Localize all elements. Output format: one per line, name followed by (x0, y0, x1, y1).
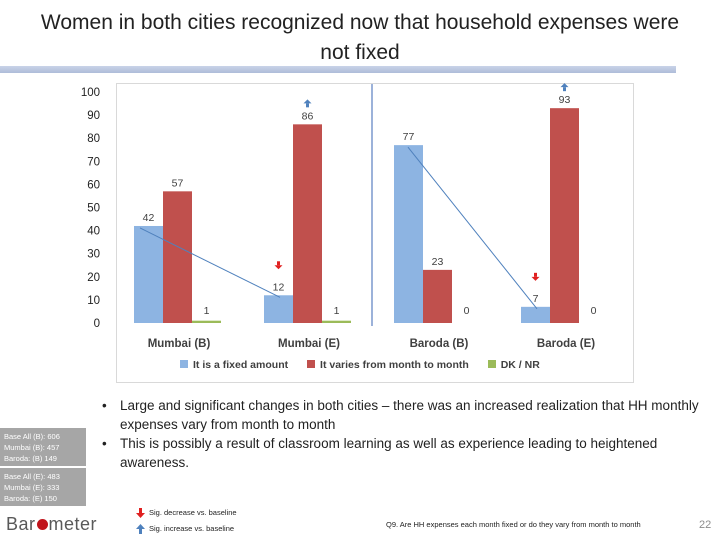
y-tick-label: 90 (87, 110, 100, 122)
sig-increase-note: Sig. increase vs. baseline (136, 524, 235, 535)
y-tick-label: 40 (87, 226, 100, 238)
y-tick-label: 0 (94, 318, 100, 330)
base-line: Mumbai (E): 333 (4, 483, 60, 492)
sig-increase-arrow-icon (560, 83, 569, 92)
arrow-shaft (534, 272, 537, 277)
y-tick-label: 10 (87, 295, 100, 307)
legend-item-fixed: It is a fixed amount (180, 359, 288, 371)
base-baseline-box: Base All (B): 606 Mumbai (B): 457 Baroda… (0, 428, 86, 466)
bar (423, 269, 452, 323)
bar (264, 295, 293, 323)
x-category-label: Mumbai (B) (148, 338, 211, 350)
bar (521, 306, 550, 323)
base-endline-box: Base All (E): 483 Mumbai (E): 333 Baroda… (0, 468, 86, 506)
chart-frame (116, 83, 634, 383)
legend-item-dknr: DK / NR (487, 359, 540, 371)
question-footnote: Q9. Are HH expenses each month fixed or … (386, 520, 641, 529)
data-label: 93 (559, 94, 571, 106)
y-tick-label: 80 (87, 133, 100, 145)
bullet-item: • This is possibly a result of classroom … (102, 434, 712, 472)
data-label: 1 (204, 305, 210, 317)
bar (293, 124, 322, 323)
legend-label-dknr: DK / NR (500, 359, 540, 371)
y-tick-label: 20 (87, 272, 100, 284)
sig-decrease-arrow-icon (274, 261, 283, 270)
data-label: 1 (334, 305, 340, 317)
y-tick-label: 50 (87, 203, 100, 215)
x-category-label: Mumbai (E) (278, 338, 340, 350)
data-label: 12 (273, 281, 285, 293)
legend-label-fixed: It is a fixed amount (193, 359, 289, 371)
bullet-text: Large and significant changes in both ci… (120, 398, 699, 432)
x-category-label: Baroda (E) (537, 338, 595, 350)
legend-swatch-fixed (180, 360, 188, 368)
x-category-label: Baroda (B) (410, 338, 469, 350)
y-tick-label: 100 (81, 87, 100, 99)
data-label: 57 (172, 177, 184, 189)
arrow-shaft (306, 103, 309, 108)
base-line: Base All (B): 606 (4, 432, 60, 441)
bullet-text: This is possibly a result of classroom l… (120, 436, 658, 470)
base-line: Mumbai (B): 457 (4, 443, 60, 452)
bullet-dot: • (102, 398, 107, 413)
data-label: 23 (432, 256, 444, 268)
sig-increase-text: Sig. increase vs. baseline (149, 524, 235, 533)
sig-increase-arrow-icon (303, 99, 312, 108)
bar (322, 320, 351, 323)
legend-swatch-varies (307, 360, 316, 368)
legend-item-varies: It varies from month to month (307, 359, 469, 371)
barometer-logo: Bar meter (6, 514, 97, 535)
arrow-head (560, 83, 569, 88)
legend-swatch-dknr (487, 360, 496, 368)
arrow-shaft (277, 261, 280, 266)
data-label: 77 (403, 131, 415, 143)
bullet-item: • Large and significant changes in both c… (102, 396, 712, 434)
base-line: Baroda: (B) 149 (4, 454, 57, 463)
arrow-head (303, 99, 312, 104)
trend-line (407, 146, 538, 310)
y-tick-label: 60 (87, 179, 100, 191)
bar (163, 191, 192, 323)
bar (394, 145, 423, 323)
data-label: 0 (591, 305, 597, 317)
base-line: Baroda: (E) 150 (4, 494, 57, 503)
sig-decrease-arrow-icon (531, 272, 540, 281)
bullet-dot: • (102, 436, 107, 451)
logo-text-start: Bar (6, 514, 36, 534)
bar (550, 108, 579, 323)
base-line: Base All (E): 483 (4, 472, 60, 481)
data-label: 7 (533, 293, 539, 305)
chart-legend: It is a fixed amount It varies from mont… (180, 359, 556, 371)
sig-decrease-text: Sig. decrease vs. baseline (149, 508, 237, 517)
arrow-head (274, 265, 283, 270)
logo-text-end: meter (48, 514, 98, 534)
y-tick-label: 30 (87, 249, 100, 261)
y-tick-label: 70 (87, 156, 100, 168)
bar (192, 320, 221, 323)
slide-title: Women in both cities recognized now that… (40, 11, 680, 64)
arrow-up-icon (136, 524, 145, 535)
data-label: 0 (464, 305, 470, 317)
page-number: 22 (699, 519, 712, 531)
bullet-list: • Large and significant changes in both c… (102, 396, 712, 472)
bar (134, 225, 163, 323)
logo-dot-icon (36, 519, 48, 530)
title-underline-bar (0, 66, 676, 73)
sig-decrease-note: Sig. decrease vs. baseline (136, 508, 237, 519)
data-label: 86 (302, 110, 314, 122)
arrow-down-icon (136, 508, 145, 519)
trend-line (139, 227, 281, 298)
arrow-head (531, 276, 540, 281)
data-label: 42 (143, 212, 155, 224)
legend-label-varies: It varies from month to month (320, 359, 469, 371)
arrow-shaft (563, 87, 566, 92)
